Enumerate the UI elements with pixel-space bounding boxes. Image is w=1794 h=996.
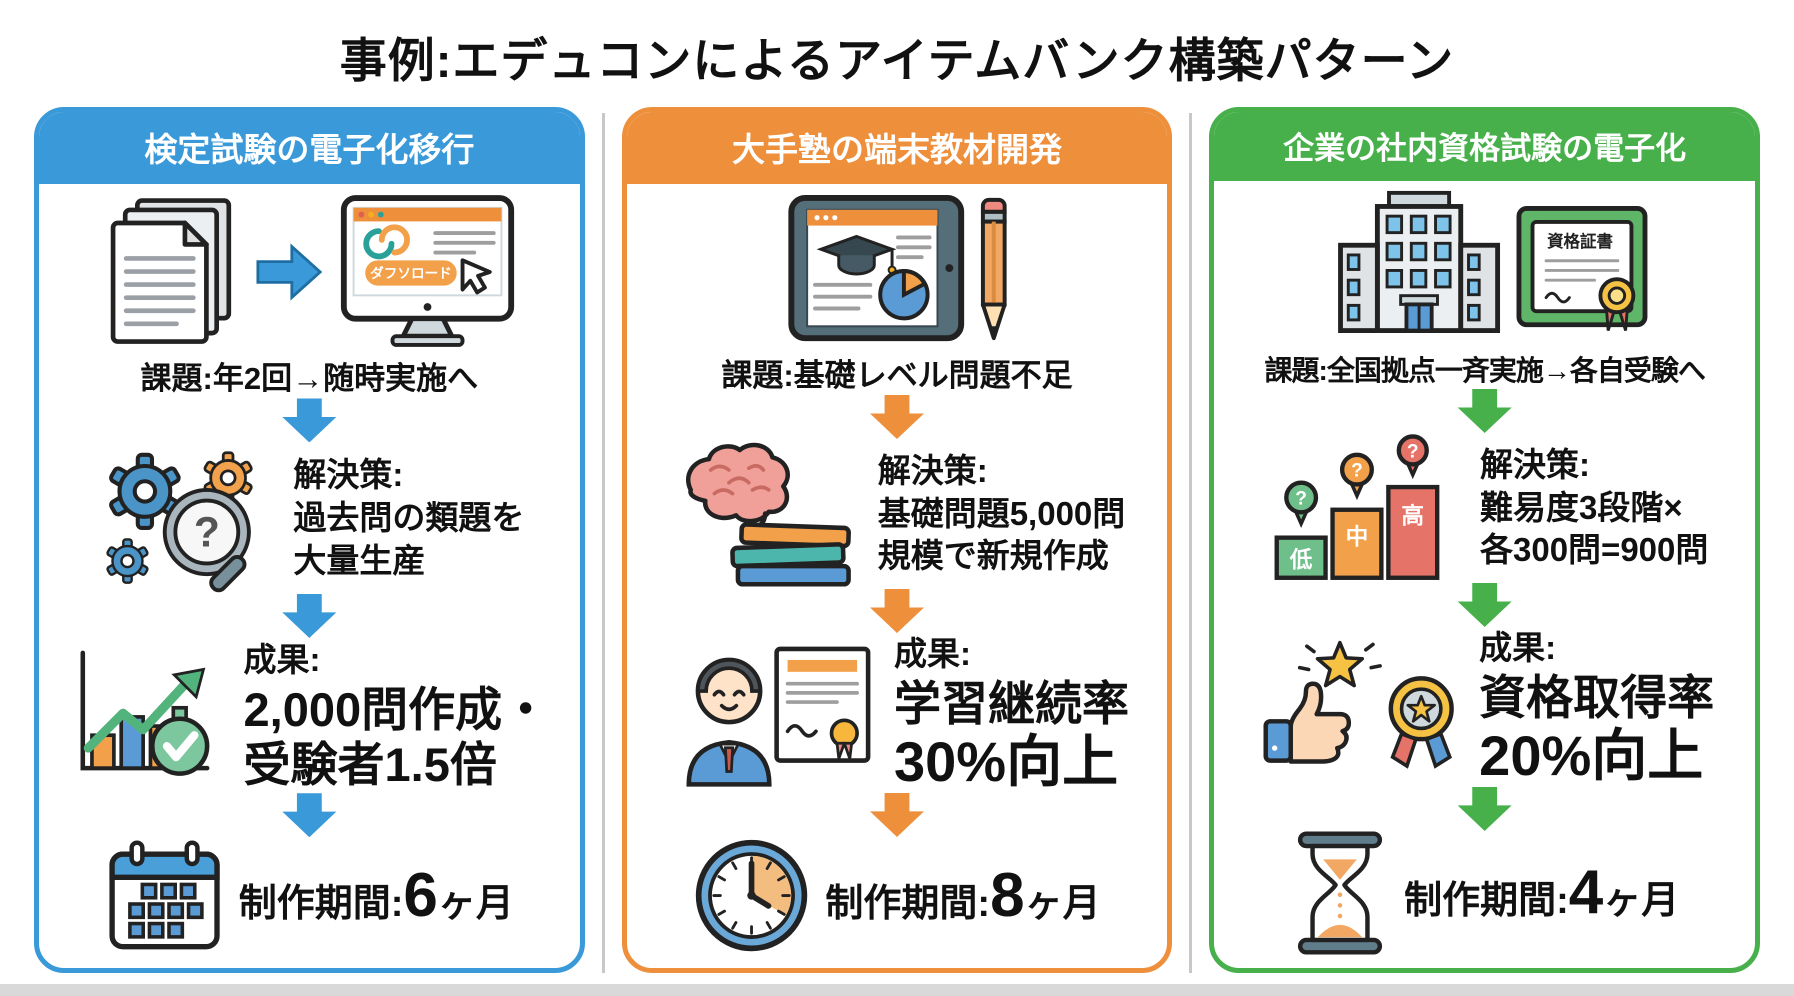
period-text: 制作期間:4ヶ月 xyxy=(1404,858,1680,928)
case-card-cram-school: 大手塾の端末教材開発 xyxy=(621,107,1173,973)
problem-text: 課題:全国拠点一斉実施→各自受験へ xyxy=(1264,355,1706,386)
thumbsup-medal-icon xyxy=(1263,640,1455,769)
svg-text:ダフソロード: ダフソロード xyxy=(370,265,452,281)
clock-icon xyxy=(696,839,808,952)
calendar-icon xyxy=(109,840,220,950)
result-label: 成果: xyxy=(243,640,321,678)
solution-section: ? 解決策: 過去問の類題を 大量生産 xyxy=(49,443,570,593)
growth-chart-check-icon xyxy=(80,650,209,776)
svg-text:?: ? xyxy=(1295,489,1307,510)
result-line: 30%向上 xyxy=(894,730,1119,794)
card-header-cram-school: 大手塾の端末教材開発 xyxy=(626,112,1168,184)
brain-books-icon xyxy=(685,442,851,587)
period-section: 制作期間:6ヶ月 xyxy=(49,838,570,954)
svg-text:?: ? xyxy=(1407,441,1419,462)
result-line: 受験者1.5倍 xyxy=(243,738,497,792)
column-divider xyxy=(601,113,605,973)
solution-label: 解決策: xyxy=(1479,445,1590,483)
result-line: 2,000問作成・ xyxy=(243,682,550,736)
transfer-arrow-icon xyxy=(256,243,323,301)
result-section: 成果: 学習継続率 30%向上 xyxy=(637,633,1158,793)
case-card-corporate-exam: 企業の社内資格試験の電子化 xyxy=(1209,107,1761,973)
problem-illustration: ダフソロード xyxy=(100,192,518,352)
monitor-download-icon: ダフソロード xyxy=(341,195,515,347)
hourglass-icon xyxy=(1298,831,1383,955)
result-line: 学習継続率 xyxy=(894,676,1129,730)
bottom-edge-strip xyxy=(0,984,1794,996)
down-arrow-icon xyxy=(282,593,337,638)
period-text: 制作期間:6ヶ月 xyxy=(238,861,514,931)
svg-text:中: 中 xyxy=(1346,524,1369,550)
solution-line: 規模で新規作成 xyxy=(877,537,1109,575)
down-arrow-icon xyxy=(1457,389,1512,433)
solution-section: 解決策: 基礎問題5,000問 規模で新規作成 xyxy=(637,439,1158,589)
svg-text:?: ? xyxy=(1351,461,1363,482)
svg-text:資格証書: 資格証書 xyxy=(1547,232,1613,251)
solution-line: 各300問=900問 xyxy=(1479,531,1709,569)
result-section: 成果: 2,000問作成・ 受験者1.5倍 xyxy=(49,639,570,793)
problem-illustration: 資格証書 xyxy=(1310,189,1660,349)
result-section: 成果: 資格取得率 20%向上 xyxy=(1224,627,1745,787)
office-building-icon: 資格証書 xyxy=(1337,190,1648,333)
solution-line: 大量生産 xyxy=(293,541,426,579)
case-columns: 検定試験の電子化移行 xyxy=(0,107,1794,973)
problem-illustration xyxy=(772,192,1022,350)
period-section: 制作期間:8ヶ月 xyxy=(637,837,1158,955)
solution-label: 解決策: xyxy=(877,451,988,489)
page-title: 事例:エデュコンによるアイテムバンク構築パターン xyxy=(339,34,1455,87)
svg-text:高: 高 xyxy=(1401,503,1424,529)
pencil-icon xyxy=(980,197,1007,341)
problem-text: 課題:基礎レベル問題不足 xyxy=(721,358,1073,393)
solution-section: 低 中 高 ? ? ? 解決策: 難易度3段階× 各300問=900問 xyxy=(1224,433,1745,583)
certificate-icon: 資格証書 xyxy=(1516,205,1648,332)
down-arrow-icon xyxy=(1457,583,1512,627)
period-section: 制作期間:4ヶ月 xyxy=(1224,831,1745,955)
solution-label: 解決策: xyxy=(293,455,404,493)
column-divider xyxy=(1189,113,1193,973)
result-line: 資格取得率 xyxy=(1479,670,1715,724)
result-label: 成果: xyxy=(894,635,971,672)
result-label: 成果: xyxy=(1479,629,1557,666)
period-text: 制作期間:8ヶ月 xyxy=(825,861,1101,931)
down-arrow-icon xyxy=(870,589,924,633)
result-line: 20%向上 xyxy=(1479,724,1704,788)
down-arrow-icon xyxy=(1457,786,1512,831)
tablet-learning-icon xyxy=(788,194,1007,342)
problem-text: 課題:年2回→随時実施へ xyxy=(140,360,479,396)
solution-line: 過去問の類題を xyxy=(293,498,525,536)
svg-text:低: 低 xyxy=(1289,546,1313,572)
down-arrow-icon xyxy=(282,398,337,443)
student-certificate-icon xyxy=(686,646,871,787)
card-header-corporate: 企業の社内資格試験の電子化 xyxy=(1214,112,1756,181)
down-arrow-icon xyxy=(870,395,924,439)
svg-text:?: ? xyxy=(194,509,220,557)
gears-magnifier-icon: ? xyxy=(105,451,254,593)
difficulty-steps-icon: 低 中 高 ? ? ? xyxy=(1274,434,1440,580)
case-card-certification-exam: 検定試験の電子化移行 xyxy=(34,107,585,973)
solution-line: 難易度3段階× xyxy=(1479,488,1683,526)
solution-line: 基礎問題5,000問 xyxy=(877,494,1126,532)
paper-documents-icon xyxy=(111,198,232,344)
down-arrow-icon xyxy=(870,792,924,837)
card-header-certification: 検定試験の電子化移行 xyxy=(39,112,580,184)
down-arrow-icon xyxy=(282,793,337,838)
